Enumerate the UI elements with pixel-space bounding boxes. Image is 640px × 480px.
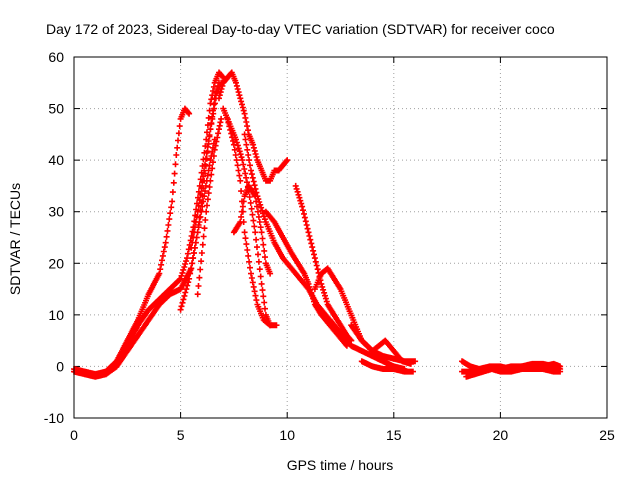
x-tick-label: 15	[386, 427, 402, 443]
data-point-markers	[463, 366, 564, 380]
data-point-markers	[358, 358, 416, 375]
x-tick-label: 5	[177, 427, 185, 443]
data-point-markers	[188, 79, 222, 251]
x-axis-label: GPS time / hours	[287, 457, 394, 473]
series-arc-j	[230, 182, 274, 277]
plot-area	[71, 69, 564, 380]
chart-title: Day 172 of 2023, Sidereal Day-to-day VTE…	[46, 21, 555, 37]
data-point-markers	[194, 115, 225, 298]
plot-frame	[73, 56, 608, 419]
y-tick-label: 10	[48, 307, 64, 323]
x-tick-label: 25	[599, 427, 615, 443]
axis-ticks: 0 5 10 15 20 25 -10 0 10 20 30 40 50 60	[44, 49, 615, 443]
data-point-markers	[103, 79, 225, 375]
x-tick-label: 10	[279, 427, 295, 443]
y-tick-label: -10	[44, 410, 64, 426]
series-arc-e	[188, 79, 222, 251]
x-tick-label: 0	[70, 427, 78, 443]
series-arc-b	[71, 105, 193, 378]
y-tick-label: 20	[48, 255, 64, 271]
series-arc-q	[358, 358, 416, 375]
data-point-markers	[216, 69, 291, 184]
x-tick-label: 20	[493, 427, 509, 443]
y-tick-label: 30	[48, 204, 64, 220]
series-arc-c	[103, 79, 225, 375]
series-arc-p	[348, 322, 414, 367]
series-arc-g	[216, 69, 291, 184]
data-point-markers	[224, 115, 280, 329]
series-arc-a	[71, 69, 227, 380]
y-tick-label: 60	[48, 49, 64, 65]
y-tick-label: 0	[56, 358, 64, 374]
series-arc-t	[463, 366, 564, 380]
y-tick-label: 50	[48, 101, 64, 117]
series-arc-f	[194, 115, 225, 298]
data-point-markers	[230, 182, 274, 277]
y-axis-label: SDTVAR / TECUs	[7, 183, 23, 295]
data-point-markers	[71, 69, 227, 380]
series-arc-i	[224, 115, 280, 329]
y-tick-label: 40	[48, 152, 64, 168]
data-point-markers	[348, 322, 414, 367]
data-point-markers	[71, 105, 193, 378]
